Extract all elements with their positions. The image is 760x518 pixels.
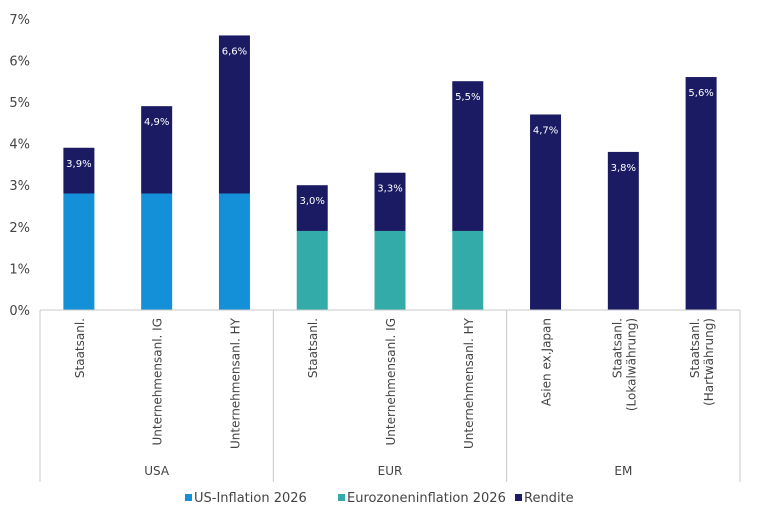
category-label: Unternehmensanl. HY (462, 317, 476, 449)
group-label: EM (614, 464, 632, 478)
legend-label: Eurozoneninflation 2026 (347, 491, 506, 506)
bar-segment (218, 35, 250, 194)
category-label: (Lokalwährung) (624, 318, 638, 411)
category-label: Unternehmensanl. IG (384, 318, 398, 445)
category-label: Staatsanl. (688, 318, 702, 378)
legend-label: Rendite (524, 491, 574, 506)
y-tick-label: 6% (9, 54, 30, 69)
bar-segment (141, 193, 173, 310)
y-tick-label: 0% (9, 304, 30, 319)
data-label: 3,3% (377, 184, 402, 195)
bar-segment (607, 151, 639, 310)
data-label: 4,9% (144, 117, 169, 128)
bar-segment (374, 172, 406, 231)
y-tick-label: 4% (9, 138, 30, 153)
bar-segment (63, 147, 95, 194)
bar-segment (374, 230, 406, 310)
y-tick-label: 3% (9, 179, 30, 194)
legend-swatch (338, 494, 345, 501)
category-label: Unternehmensanl. IG (151, 318, 165, 445)
data-label: 4,7% (533, 125, 558, 136)
data-label: 5,5% (455, 92, 480, 103)
bar-segment (685, 77, 717, 310)
bar-segment (452, 230, 484, 310)
data-label: 3,9% (66, 159, 91, 170)
group-label: USA (144, 464, 170, 478)
bar-segment (218, 193, 250, 310)
y-tick-label: 5% (9, 96, 30, 111)
data-label: 5,6% (688, 88, 713, 99)
legend-swatch (515, 494, 522, 501)
bar-segment (530, 114, 562, 310)
category-label: Asien ex.Japan (540, 318, 554, 406)
legend-swatch (185, 494, 192, 501)
y-tick-label: 2% (9, 221, 30, 236)
data-label: 3,8% (611, 163, 636, 174)
bar-segment (296, 185, 328, 231)
legend-label: US-Inflation 2026 (194, 491, 307, 506)
bar-segment (141, 106, 173, 194)
y-tick-label: 7% (9, 13, 30, 28)
bar-segment (452, 81, 484, 231)
group-label: EUR (378, 464, 403, 478)
data-label: 3,0% (300, 196, 325, 207)
category-label: Staatsanl. (610, 318, 624, 378)
category-label: Unternehmensanl. HY (228, 317, 242, 449)
category-label: Staatsanl. (306, 318, 320, 378)
y-tick-label: 1% (9, 262, 30, 277)
bar-segment (296, 230, 328, 310)
category-label: (Hartwährung) (702, 318, 716, 406)
data-label: 6,6% (222, 46, 247, 57)
category-label: Staatsanl. (73, 318, 87, 378)
bar-segment (63, 193, 95, 310)
